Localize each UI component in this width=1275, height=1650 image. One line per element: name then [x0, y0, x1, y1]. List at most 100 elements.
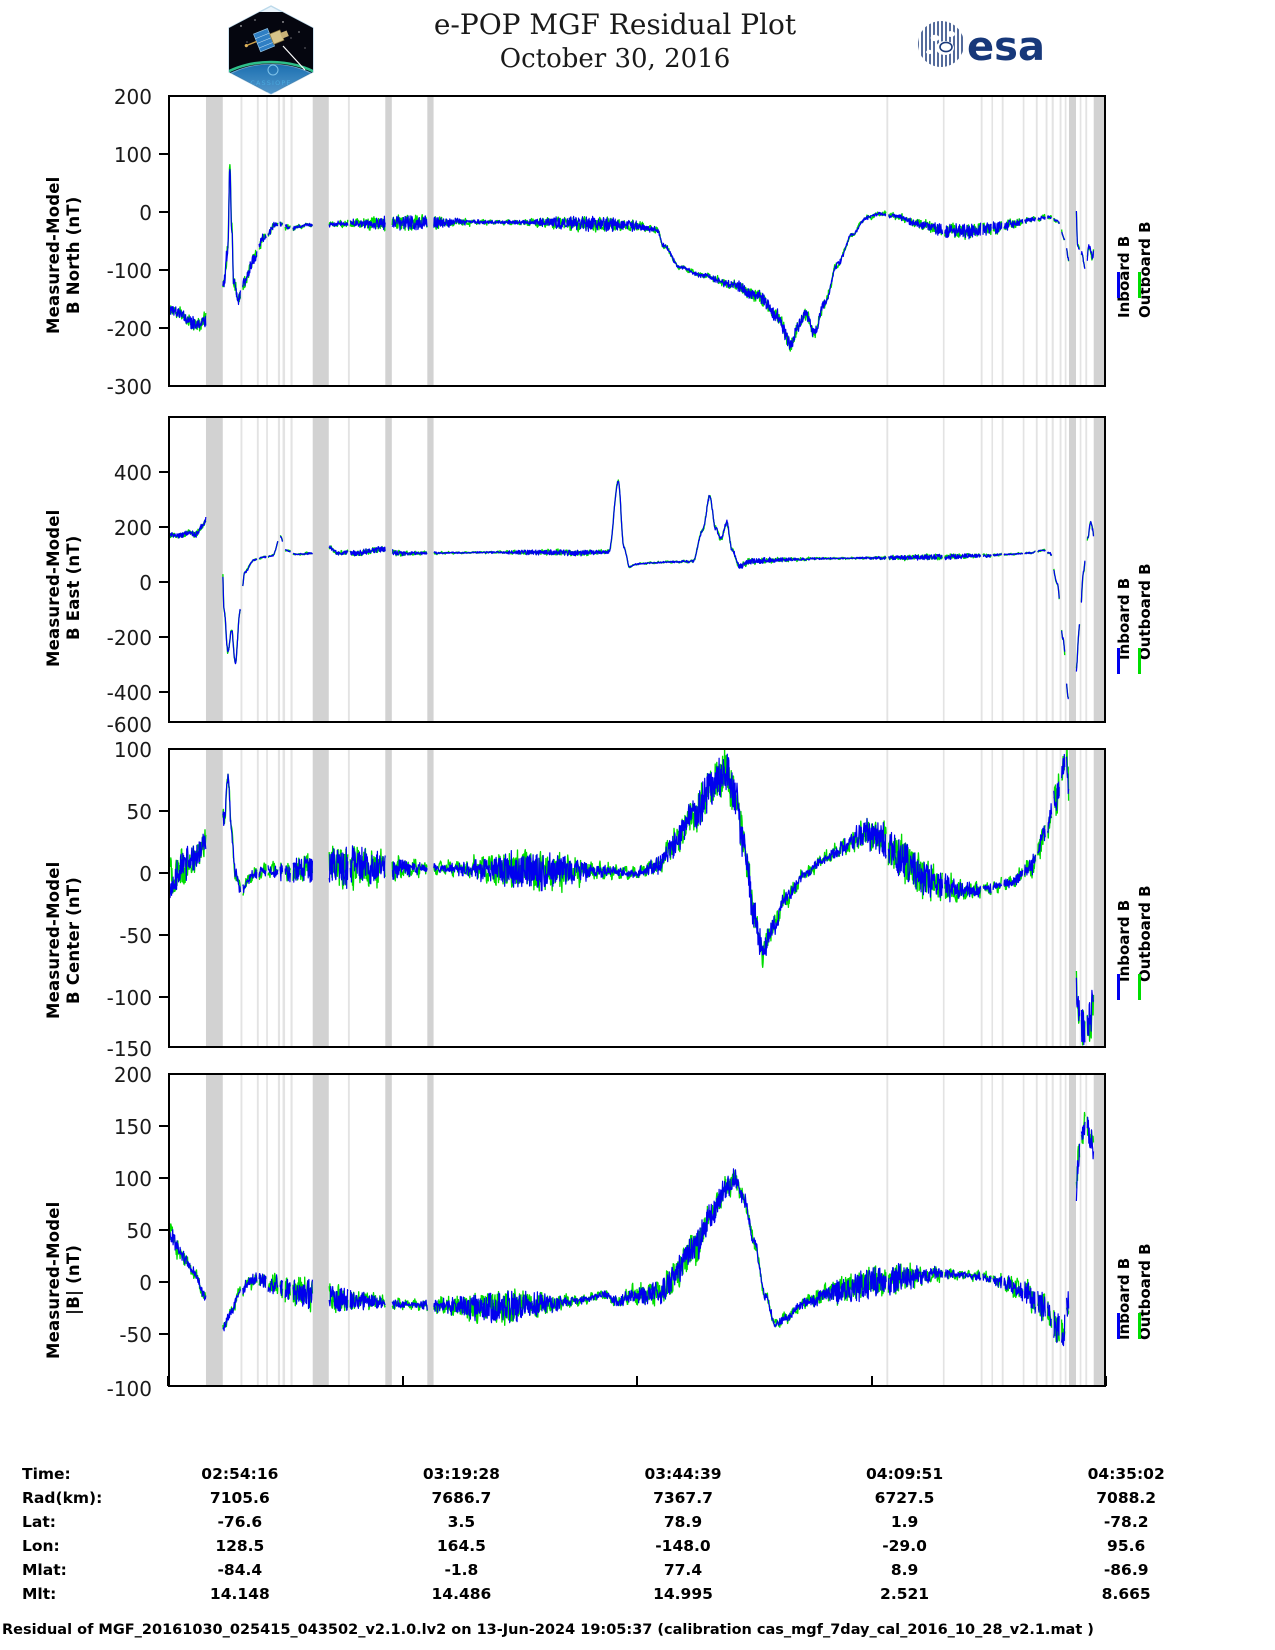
- data-gap-band: [942, 1075, 945, 1385]
- data-gap-band: [256, 418, 259, 721]
- data-gap-band: [385, 97, 392, 385]
- chart-panel-b-east[interactable]: [168, 416, 1106, 723]
- panel-2-tick-0: [159, 581, 168, 583]
- data-gap-band: [1064, 418, 1067, 721]
- data-gap-band: [240, 418, 243, 721]
- legend-outboard-swatch-1: [1138, 272, 1141, 298]
- data-gap-band: [991, 750, 994, 1046]
- panel-4-ytick--100: -100: [106, 1377, 152, 1401]
- table-cell: 7367.7: [653, 1489, 713, 1507]
- panel-3-tick--50: [159, 934, 168, 936]
- panel-1-legend-labels: Inboard B Outboard B: [1114, 168, 1156, 318]
- table-cell: -84.4: [217, 1561, 263, 1579]
- x-axis-tick-4: [1105, 1376, 1107, 1386]
- data-gap-band: [240, 1075, 243, 1385]
- table-cell: 6727.5: [874, 1489, 935, 1507]
- panel-2-y-axis-label: Measured-Model B East (nT): [44, 509, 83, 667]
- table-row-label: Time:: [22, 1465, 71, 1483]
- series-inboard-b-line: [170, 168, 1095, 350]
- data-gap-band: [991, 418, 994, 721]
- panel-2-tick--200: [159, 636, 168, 638]
- panel-3-tick-0: [159, 872, 168, 874]
- table-cell: 1.9: [890, 1513, 919, 1531]
- data-gap-band: [942, 750, 945, 1046]
- table-cell: 78.9: [663, 1513, 703, 1531]
- panel-2-ytick-0: 0: [139, 571, 152, 595]
- data-gap-band: [1001, 750, 1004, 1046]
- table-cell: 128.5: [215, 1537, 265, 1555]
- data-gap-band: [1045, 418, 1048, 721]
- data-gap-band: [1093, 97, 1104, 385]
- legend-outboard-label-3: Outboard B: [1136, 885, 1154, 982]
- data-gap-band: [427, 97, 434, 385]
- data-gap-band: [1051, 1075, 1054, 1385]
- panel-4-tick-150: [159, 1125, 168, 1127]
- series-inboard-b-line: [170, 1116, 1095, 1347]
- data-gap-band: [1064, 1075, 1067, 1385]
- data-gap-band: [980, 97, 983, 385]
- x-axis-tick-0: [167, 1376, 169, 1386]
- table-cell: -29.0: [882, 1537, 927, 1555]
- table-cell: 7105.6: [209, 1489, 270, 1507]
- data-gap-band: [282, 1075, 286, 1385]
- legend-outboard-swatch-4: [1138, 1313, 1141, 1339]
- data-gap-band: [266, 1075, 268, 1385]
- data-gap-band: [290, 97, 293, 385]
- data-gap-band: [1051, 97, 1054, 385]
- table-cell: 77.4: [663, 1561, 703, 1579]
- panel-3-ytick--50: -50: [119, 924, 152, 948]
- data-gap-band: [282, 97, 286, 385]
- residual-file-caption: Residual of MGF_20161030_025415_043502_v…: [2, 1622, 1094, 1638]
- data-gap-band: [427, 418, 434, 721]
- data-gap-band: [1068, 97, 1076, 385]
- data-gap-band: [290, 750, 293, 1046]
- panel-3-tick-50: [159, 810, 168, 812]
- table-cell: 7088.2: [1096, 1489, 1157, 1507]
- data-gap-band: [1059, 1075, 1062, 1385]
- chart-panel-b-magnitude[interactable]: [168, 1073, 1106, 1387]
- panel-1-ytick-200: 200: [113, 85, 152, 109]
- table-row: Time: 02:54:16 03:19:28 03:44:39 04:09:51 04:…: [22, 1462, 1237, 1486]
- data-gap-band: [240, 750, 243, 1046]
- data-gap-band: [290, 418, 293, 721]
- data-gap-band: [1001, 1075, 1004, 1385]
- data-gap-band: [980, 418, 983, 721]
- table-cell: 164.5: [436, 1537, 486, 1555]
- legend-outboard-swatch-3: [1138, 974, 1141, 1000]
- data-gap-band: [347, 1075, 350, 1385]
- table-cell: 02:54:16: [201, 1465, 279, 1483]
- panel-4-tick-0: [159, 1281, 168, 1283]
- data-gap-band: [282, 750, 286, 1046]
- panel-1-ytick--200: -200: [106, 317, 152, 341]
- table-row: Lat: -76.6 3.5 78.9 1.9 -78.2: [22, 1510, 1237, 1534]
- chart-panel-b-north[interactable]: [168, 95, 1106, 387]
- data-gap-band: [1068, 750, 1076, 1046]
- table-row: Mlat: -84.4 -1.8 77.4 8.9 -86.9: [22, 1558, 1237, 1582]
- data-gap-band: [1035, 97, 1038, 385]
- data-gap-band: [886, 418, 889, 721]
- panel-2-plot-area: [170, 418, 1104, 721]
- data-gap-band: [1079, 418, 1082, 721]
- chart-panel-b-center[interactable]: [168, 748, 1106, 1048]
- panel-1-ytick--100: -100: [106, 259, 152, 283]
- series-inboard-b-line: [170, 753, 1095, 1046]
- data-gap-band: [1045, 1075, 1048, 1385]
- data-gap-band: [312, 418, 329, 721]
- data-gap-band: [1022, 97, 1025, 385]
- data-gap-band: [277, 750, 281, 1046]
- data-gap-band: [205, 750, 223, 1046]
- panel-4-ytick-200: 200: [113, 1063, 152, 1087]
- data-gap-band: [385, 750, 392, 1046]
- panel-4-tick-50: [159, 1229, 168, 1231]
- panel-4-ytick-100: 100: [113, 1167, 152, 1191]
- data-gap-band: [312, 1075, 329, 1385]
- panel-3-legend-labels: Inboard B Outboard B: [1114, 832, 1156, 982]
- legend-outboard-label-1: Outboard B: [1136, 221, 1154, 318]
- data-gap-band: [1022, 418, 1025, 721]
- data-gap-band: [240, 97, 243, 385]
- cassiope-mission-patch-icon: CASSIOPE: [221, 4, 321, 96]
- panel-2-ytick--600: -600: [106, 713, 152, 737]
- page-title: e-POP MGF Residual Plot October 30, 2016: [330, 8, 900, 76]
- data-gap-band: [312, 97, 329, 385]
- data-gap-band: [256, 1075, 259, 1385]
